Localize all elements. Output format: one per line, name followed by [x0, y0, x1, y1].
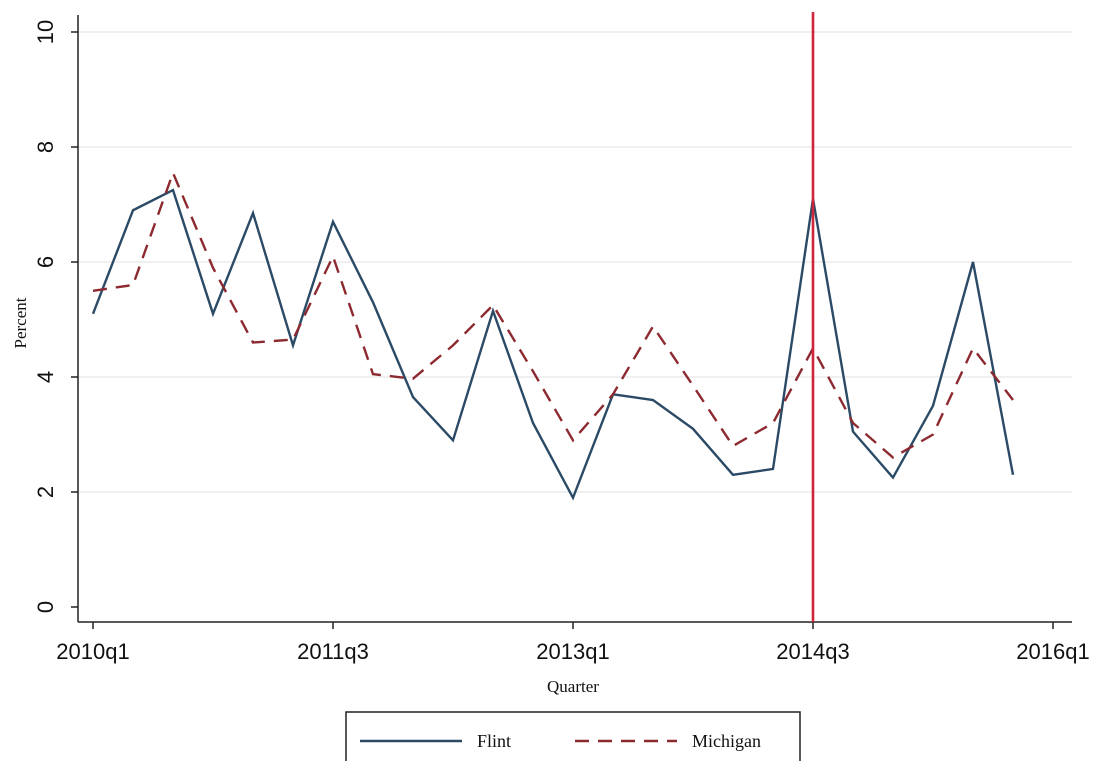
tick-labels: 0 2 4 6 8 10 2010q1 2011q3 2013q1 2014q3 2016q1 [33, 20, 1090, 664]
x-tick-label-2011q3: 2011q3 [297, 639, 369, 664]
x-tick-label-2016q1: 2016q1 [1016, 639, 1089, 664]
y-tick-label-4: 4 [33, 371, 58, 383]
series-line-michigan [92, 169, 1014, 459]
axes [71, 15, 1072, 629]
y-tick-label-10: 10 [33, 20, 58, 44]
legend: Flint Michigan [345, 711, 801, 761]
x-axis-title: Quarter [547, 677, 599, 696]
y-axis-title: Percent [11, 297, 30, 348]
y-tick-label-0: 0 [33, 601, 58, 613]
series-lines [91, 169, 1015, 501]
legend-label-michigan: Michigan [692, 731, 761, 751]
y-tick-label-6: 6 [33, 256, 58, 268]
x-tick-label-2014q3: 2014q3 [776, 639, 849, 664]
y-tick-label-8: 8 [33, 141, 58, 153]
gridlines [78, 31, 1072, 493]
y-tick-label-2: 2 [33, 486, 58, 498]
legend-label-flint: Flint [477, 731, 511, 751]
legend-box [345, 711, 801, 761]
series-line-flint [91, 188, 1015, 501]
x-tick-label-2010q1: 2010q1 [56, 639, 129, 664]
x-tick-label-2013q1: 2013q1 [536, 639, 609, 664]
